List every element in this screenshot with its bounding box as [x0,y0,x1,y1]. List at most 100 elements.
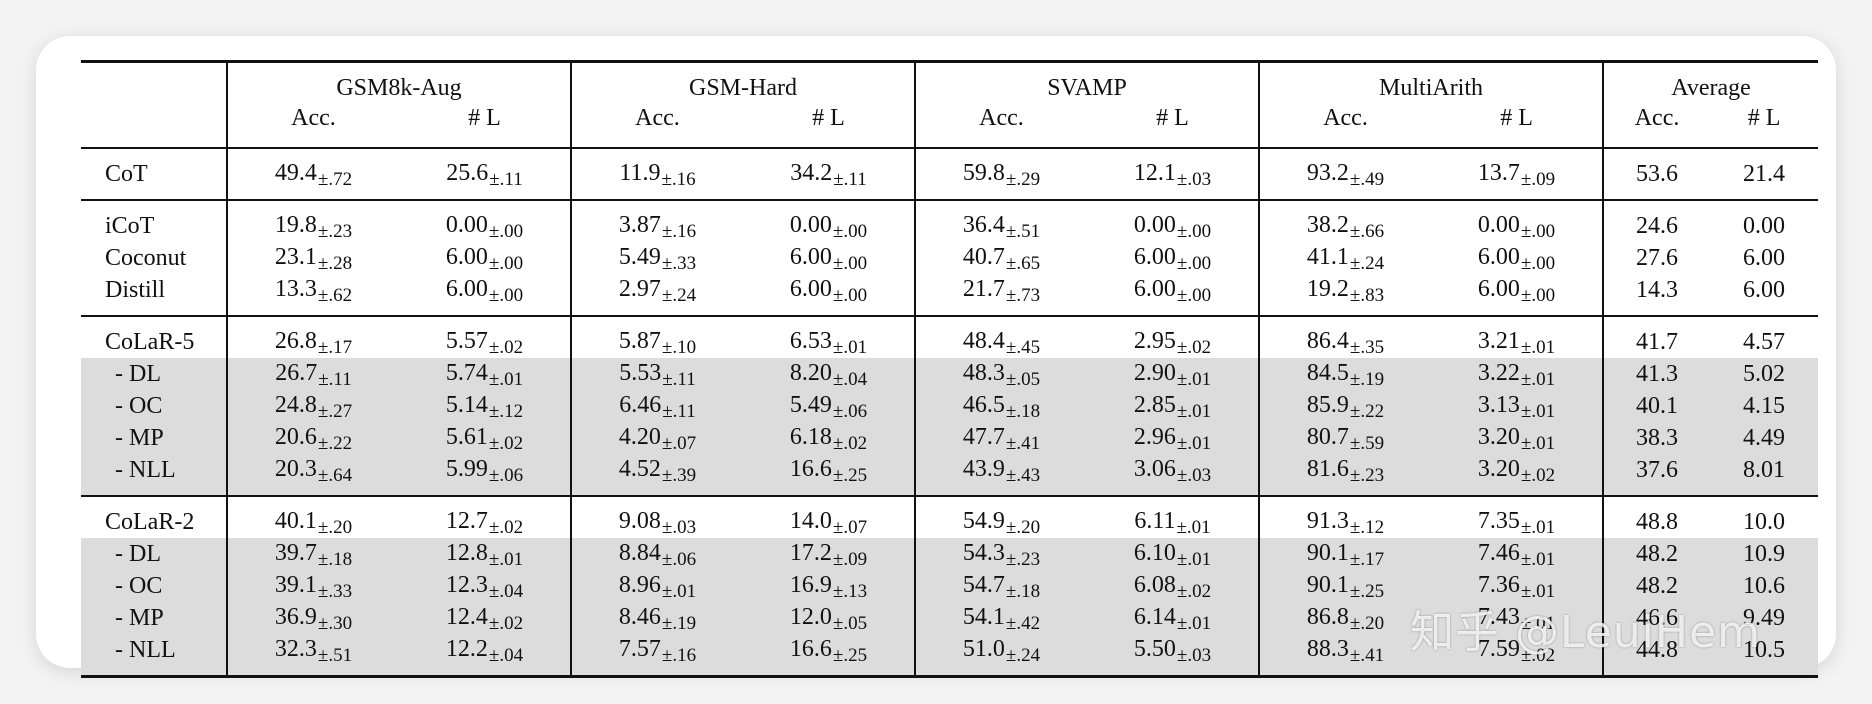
mean: 12.0 [789,604,832,630]
std: ±.09 [832,549,868,570]
std: ±.33 [317,581,353,602]
std: ±.27 [317,401,353,422]
group-header: SVAMP [913,61,1260,103]
table-row: - DL 39.7±.18 12.8±.01 8.84±.06 17.2±.09 54.3… [81,538,1819,570]
std: ±.24 [1349,253,1385,274]
mean: 0.00 [1477,212,1520,238]
std: ±.13 [832,581,868,602]
std: ±.03 [1176,645,1212,666]
value-cell: 12.3±.04 [399,570,571,602]
average-cell: 10.5 [1710,634,1819,677]
method-cell: - NLL [81,634,227,677]
table-row: Distill 13.3±.62 6.00±.00 2.97±.24 6.00±.00 2… [81,274,1818,316]
mean: 5.61 [445,424,488,450]
std: ±.11 [662,401,696,422]
std: ±.01 [1176,613,1212,634]
std: ±.72 [317,169,353,190]
value-cell: 6.00±.00 [399,242,571,274]
mean: 7.59 [1477,636,1520,662]
group-header: MultiArith [1258,61,1604,103]
group-header: Average [1602,61,1819,103]
std: ±.00 [488,253,524,274]
std: ±.59 [1349,433,1385,454]
mean: 5.74 [445,360,488,386]
value-cell: 12.8±.01 [399,538,571,570]
mean: 26.7 [275,360,318,386]
corner [81,62,227,149]
value-cell: 5.49±.06 [743,390,915,422]
value-cell: 48.3±.05 [914,358,1087,390]
value-cell: 36.4±.51 [914,200,1087,242]
value-cell: 8.46±.19 [570,602,743,634]
std: ±.28 [317,253,353,274]
average-cell: 4.15 [1710,390,1819,422]
column-header: # L [1747,105,1781,131]
std: ±.06 [488,465,524,486]
mean: 91.3 [1306,508,1349,534]
std: ±.01 [1520,401,1556,422]
std: ±.02 [488,517,524,538]
mean: 6.00 [1133,244,1176,270]
std: ±.00 [1520,285,1556,306]
mean: 54.7 [962,572,1005,598]
column-header: Acc. [914,103,1087,148]
value-cell: 6.00±.00 [1087,274,1259,316]
value-cell: 54.1±.42 [914,602,1087,634]
average-cell: 37.6 [1602,454,1711,496]
std: ±.01 [1176,369,1212,390]
mean: 32.3 [274,636,317,662]
std: ±.02 [1520,645,1556,666]
average-cell: 53.6 [1602,148,1711,200]
value-cell: 24.8±.27 [226,390,399,422]
value-cell: 5.50±.03 [1087,634,1260,677]
std: ±.17 [1349,549,1385,570]
header-row: Acc. # L Acc. # L Acc. # L Acc. # L Acc. # L [81,103,1818,148]
std: ±.51 [317,645,353,666]
value-cell: 84.5±.19 [1258,358,1432,390]
table-row: - NLL 20.3±.64 5.99±.06 4.52±.39 16.6±.25 43.… [81,454,1819,496]
std: ±.04 [488,645,524,666]
mean: 86.4 [1306,328,1349,354]
mean: 12.3 [445,572,488,598]
value-cell: 6.53±.01 [743,316,915,358]
value-cell: 2.90±.01 [1087,358,1260,390]
mean: 5.57 [445,328,488,354]
std: ±.01 [1520,581,1556,602]
std: ±.01 [488,369,524,390]
average-cell: 41.7 [1602,316,1711,358]
mean: 6.00 [1133,276,1176,302]
std: ±.00 [1176,285,1212,306]
mean: 39.1 [274,572,317,598]
std: ±.66 [1349,221,1385,242]
std: ±.01 [661,581,697,602]
average-cell: 40.1 [1602,390,1711,422]
value-cell: 6.00±.00 [743,274,915,316]
std: ±.00 [832,221,868,242]
value-cell: 81.6±.23 [1258,454,1432,496]
value-cell: 13.3±.62 [226,274,399,316]
std: ±.02 [488,613,524,634]
std: ±.01 [1520,549,1556,570]
average-cell: 6.00 [1743,277,1786,303]
std: ±.11 [318,369,352,390]
method-cell: CoT [105,161,148,187]
std: ±.42 [1005,613,1041,634]
average-cell: 10.9 [1710,538,1819,570]
average-cell: 48.2 [1602,538,1711,570]
std: ±.12 [488,401,524,422]
mean: 4.20 [618,424,661,450]
mean: 7.46 [1477,540,1520,566]
mean: 8.96 [618,572,661,598]
value-cell: 21.7±.73 [914,274,1087,316]
mean: 2.95 [1133,328,1176,354]
value-cell: 0.00±.00 [1431,200,1603,242]
value-cell: 3.06±.03 [1087,454,1260,496]
std: ±.03 [661,517,697,538]
average-cell: 38.3 [1602,422,1711,454]
average-cell: 10.6 [1710,570,1819,602]
mean: 16.9 [789,572,832,598]
std: ±.30 [317,613,353,634]
mean: 12.7 [445,508,488,534]
table-row: - MP 36.9±.30 12.4±.02 8.46±.19 12.0±.05 54.1… [81,602,1819,634]
average-cell: 14.3 [1602,274,1711,316]
